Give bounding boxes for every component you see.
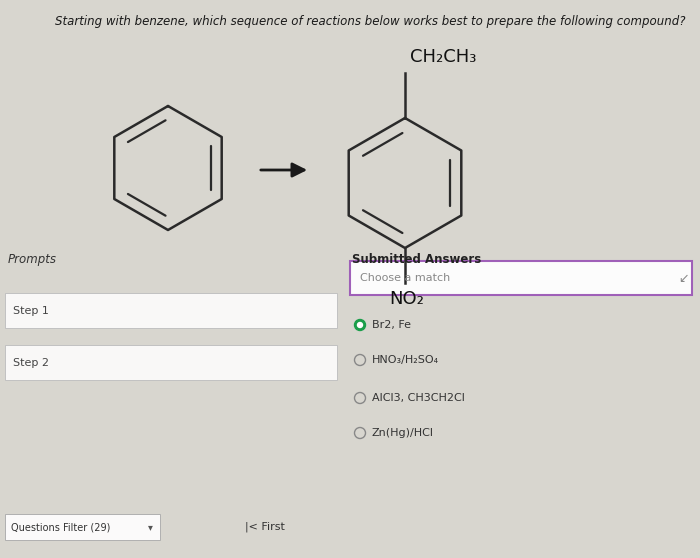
Text: Prompts: Prompts bbox=[8, 253, 57, 266]
Text: Submitted Answers: Submitted Answers bbox=[352, 253, 482, 266]
Text: Zn(Hg)/HCl: Zn(Hg)/HCl bbox=[372, 428, 434, 438]
Text: Starting with benzene, which sequence of reactions below works best to prepare t: Starting with benzene, which sequence of… bbox=[55, 15, 685, 28]
Text: Choose a match: Choose a match bbox=[360, 273, 450, 283]
Text: NO₂: NO₂ bbox=[390, 290, 424, 308]
Text: |< First: |< First bbox=[245, 522, 285, 532]
Text: Step 1: Step 1 bbox=[13, 305, 49, 315]
Text: Br2, Fe: Br2, Fe bbox=[372, 320, 411, 330]
FancyBboxPatch shape bbox=[5, 345, 337, 380]
Text: HNO₃/H₂SO₄: HNO₃/H₂SO₄ bbox=[372, 355, 439, 365]
FancyBboxPatch shape bbox=[5, 293, 337, 328]
Text: Questions Filter (29): Questions Filter (29) bbox=[11, 522, 111, 532]
Text: CH₂CH₃: CH₂CH₃ bbox=[410, 48, 477, 66]
Text: AlCl3, CH3CH2Cl: AlCl3, CH3CH2Cl bbox=[372, 393, 465, 403]
Circle shape bbox=[358, 323, 363, 328]
Text: ↙: ↙ bbox=[679, 272, 690, 285]
FancyBboxPatch shape bbox=[5, 514, 160, 540]
FancyBboxPatch shape bbox=[350, 261, 692, 295]
Text: ▾: ▾ bbox=[148, 522, 153, 532]
Circle shape bbox=[354, 320, 365, 330]
Text: Step 2: Step 2 bbox=[13, 358, 49, 368]
